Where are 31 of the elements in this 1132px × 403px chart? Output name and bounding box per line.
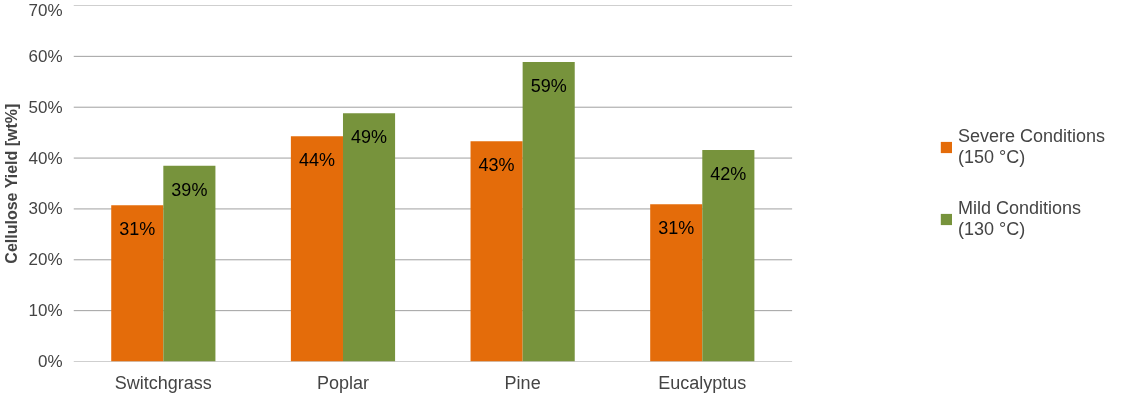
y-tick-label: 60% [28,46,63,66]
y-tick-label: 50% [28,97,63,117]
legend-label: Severe Conditions (150 °C) [957,126,1105,168]
bar [470,141,523,362]
y-axis-title: Cellulose Yield [wt%] [3,103,21,264]
bar [290,136,343,362]
x-tick-label: Switchgrass [114,372,212,393]
data-label: 31% [658,218,695,239]
y-tick-label: 40% [28,148,63,168]
bar [111,205,164,362]
data-label: 39% [171,179,208,200]
data-label: 31% [119,219,156,240]
x-tick-label: Pine [504,372,541,393]
y-tick-label: 70% [28,0,63,20]
y-tick-label: 0% [37,352,63,371]
bar [163,165,216,362]
data-label: 42% [710,163,747,184]
bar [650,204,703,362]
y-tick-label: 30% [28,199,63,219]
data-label: 44% [298,150,335,171]
x-tick-label: Eucalyptus [658,372,747,393]
data-label: 43% [478,155,515,176]
y-tick-label: 20% [28,250,63,270]
bar [342,113,396,362]
y-tick-label: 10% [28,301,63,321]
bar [702,149,755,362]
data-label: 49% [351,127,388,148]
x-tick-label: Poplar [316,372,369,393]
bar [522,61,575,362]
legend-label: Mild Conditions (130 °C) [957,198,1081,240]
data-label: 59% [530,75,567,96]
